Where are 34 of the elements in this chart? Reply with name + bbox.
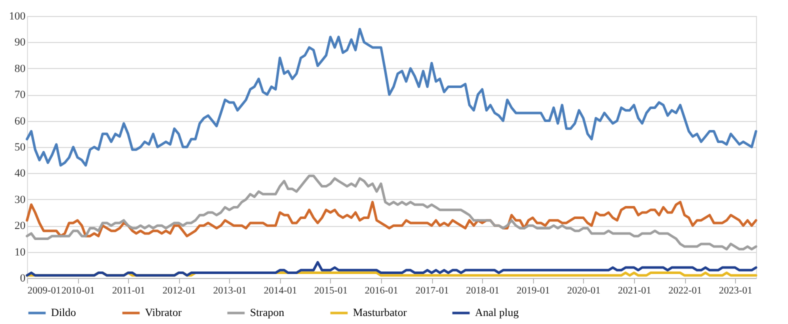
- y-tick-label: 50: [14, 142, 26, 154]
- legend-label: Strapon: [250, 307, 285, 319]
- x-tick-label: 2016-01: [364, 286, 398, 296]
- y-tick-label: 70: [14, 89, 26, 102]
- line-series: [26, 174, 758, 250]
- y-tick-label: 90: [14, 36, 26, 49]
- legend-label: Vibrator: [145, 307, 182, 319]
- legend-label: Dildo: [51, 307, 77, 319]
- y-tick-label: 10: [14, 246, 26, 258]
- x-tick-label: 2019-01: [516, 286, 550, 296]
- x-tick-label: 2014-01: [264, 286, 298, 296]
- y-tick-label: 60: [14, 115, 26, 128]
- x-tick-label: 2022-01: [668, 286, 702, 296]
- y-tick-label: 100: [9, 10, 26, 22]
- y-tick-label: 80: [14, 62, 26, 75]
- y-tick-label: 40: [14, 168, 26, 180]
- x-tick-label: 2018-01: [466, 286, 500, 296]
- legend-label: Anal plug: [475, 307, 520, 319]
- y-tick-label: 30: [14, 194, 26, 206]
- y-tick-label: 20: [14, 220, 26, 232]
- x-tick-label: 2017-01: [415, 286, 449, 296]
- x-tick-label: 2010-01: [61, 286, 95, 296]
- y-tick-label: 0: [20, 272, 26, 284]
- line-series: [26, 200, 758, 238]
- legend-label: Masturbator: [353, 307, 408, 319]
- x-tick-label: 2023-01: [718, 286, 752, 296]
- x-tick-label: 2012-01: [162, 286, 196, 296]
- x-tick-label: 2011-01: [112, 286, 146, 296]
- x-tick-label: 2020-01: [567, 286, 600, 296]
- line-series: [26, 28, 758, 167]
- x-tick-label: 2013-01: [213, 286, 247, 296]
- x-tick-label: 2015-01: [314, 286, 348, 296]
- x-tick-label: 2021-01: [618, 286, 652, 296]
- x-tick-label: 2009-01: [28, 286, 61, 296]
